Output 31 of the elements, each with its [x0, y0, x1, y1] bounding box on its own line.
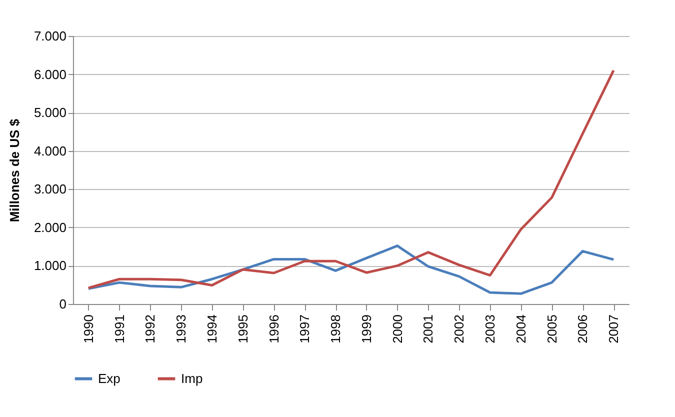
y-tick-label: 7.000 — [34, 28, 66, 44]
y-tick-label: 3.000 — [34, 182, 66, 197]
y-axis-title: Millones de US $ — [6, 118, 22, 222]
y-tick-label: 0 — [59, 296, 66, 312]
x-tick-label: 1992 — [142, 314, 158, 344]
legend-label: Imp — [181, 370, 203, 386]
x-tick-label: 2006 — [575, 314, 590, 344]
y-tick-label: 1.000 — [34, 258, 66, 274]
x-tick-label: 1995 — [235, 314, 250, 344]
x-tick-label: 2001 — [420, 314, 436, 344]
x-tick-label: 1998 — [328, 314, 344, 344]
x-tick-label: 1996 — [266, 314, 282, 344]
x-tick-label: 1993 — [174, 314, 189, 344]
x-tick-label: 1999 — [358, 314, 374, 344]
x-tick-label: 2002 — [452, 314, 467, 344]
legend-label: Exp — [98, 370, 120, 386]
x-tick-label: 2004 — [513, 314, 528, 344]
x-tick-label: 2007 — [606, 314, 622, 344]
x-tick-label: 2003 — [482, 314, 498, 344]
x-tick-label: 2005 — [544, 314, 560, 344]
x-tick-label: 1990 — [80, 314, 96, 344]
y-tick-label: 4.000 — [34, 143, 66, 158]
line-series — [87, 69, 615, 290]
x-tick-label: 1991 — [112, 314, 127, 344]
x-tick-label: 1997 — [297, 314, 312, 344]
y-tick-label: 6.000 — [34, 66, 66, 82]
y-tick-label: 5.000 — [34, 105, 66, 120]
y-tick-label: 2.000 — [34, 220, 66, 235]
x-tick-label: 1994 — [204, 314, 220, 344]
line-series — [87, 244, 615, 295]
x-tick-label: 2000 — [390, 314, 405, 344]
